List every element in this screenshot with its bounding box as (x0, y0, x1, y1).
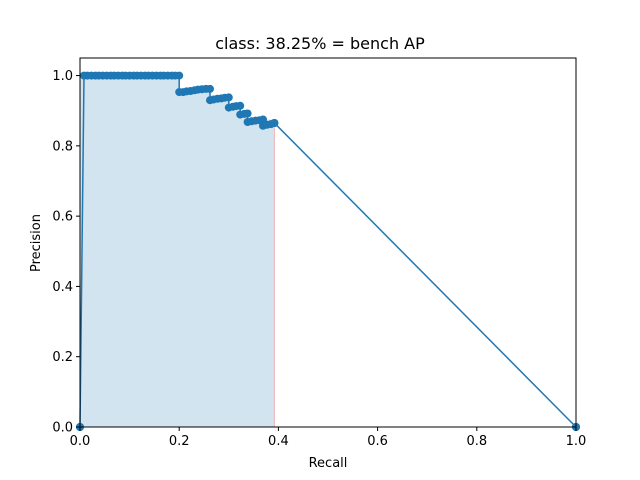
x-tick-label: 1.0 (566, 434, 587, 449)
y-axis: 0.0 0.2 0.4 0.6 0.8 1.0 (52, 69, 80, 436)
x-tick-label: 0.4 (268, 434, 289, 449)
pr-point (206, 84, 214, 93)
pr-point (224, 93, 233, 102)
y-tick-label: 0.8 (52, 139, 73, 154)
pr-point (243, 109, 252, 118)
chart-title: class: 38.25% = bench AP (215, 34, 425, 53)
x-tick-label: 0.8 (466, 434, 487, 449)
y-tick-label: 0.0 (52, 421, 73, 436)
axes-frame (79, 57, 577, 428)
y-tick-label: 0.2 (52, 350, 73, 365)
x-axis-label: Recall (309, 456, 348, 471)
pr-point (236, 101, 245, 110)
x-tick-label: 0.6 (367, 434, 388, 449)
pr-point (270, 119, 279, 127)
x-tick-label: 0.0 (70, 434, 91, 449)
y-tick-label: 1.0 (52, 69, 73, 84)
y-tick-label: 0.4 (52, 280, 73, 295)
y-axis-label: Precision (29, 214, 44, 272)
plot-area (76, 71, 580, 431)
y-tick-label: 0.6 (52, 210, 73, 225)
x-tick-label: 0.2 (169, 434, 190, 449)
pr-point (175, 71, 184, 80)
ap-area-fill (80, 75, 275, 427)
x-axis: 0.0 0.2 0.4 0.6 0.8 1.0 (70, 427, 587, 449)
